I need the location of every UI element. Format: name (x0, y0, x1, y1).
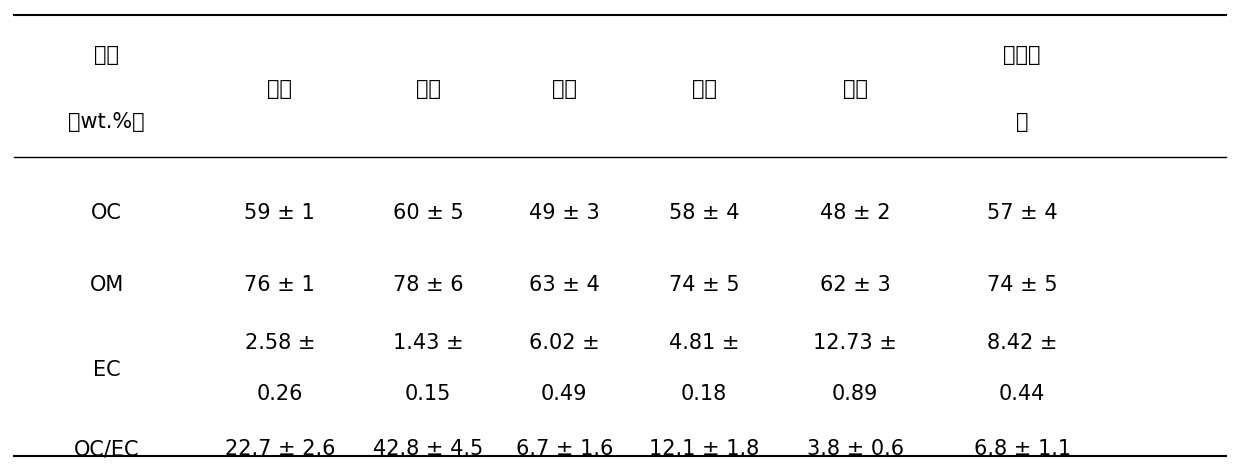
Text: 0.26: 0.26 (257, 384, 303, 403)
Text: 74 ± 5: 74 ± 5 (987, 275, 1058, 295)
Text: 74 ± 5: 74 ± 5 (668, 275, 739, 295)
Text: 小麦: 小麦 (415, 78, 440, 99)
Text: 种类: 种类 (94, 45, 119, 65)
Text: 大豆: 大豆 (692, 78, 717, 99)
Text: （wt.%）: （wt.%） (68, 112, 145, 132)
Text: 水稻: 水稻 (268, 78, 293, 99)
Text: 0.44: 0.44 (999, 384, 1045, 403)
Text: 62 ± 3: 62 ± 3 (820, 275, 890, 295)
Text: 0.49: 0.49 (541, 384, 588, 403)
Text: 58 ± 4: 58 ± 4 (668, 203, 739, 223)
Text: OC: OC (91, 203, 122, 223)
Text: 78 ± 6: 78 ± 6 (393, 275, 464, 295)
Text: 叶: 叶 (1016, 112, 1028, 132)
Text: 12.1 ± 1.8: 12.1 ± 1.8 (649, 439, 759, 460)
Text: OM: OM (89, 275, 124, 295)
Text: 63 ± 4: 63 ± 4 (529, 275, 600, 295)
Text: 玉米: 玉米 (552, 78, 577, 99)
Text: 59 ± 1: 59 ± 1 (244, 203, 315, 223)
Text: 6.7 ± 1.6: 6.7 ± 1.6 (516, 439, 613, 460)
Text: 4.81 ±: 4.81 ± (668, 333, 739, 353)
Text: 49 ± 3: 49 ± 3 (529, 203, 600, 223)
Text: 8.42 ±: 8.42 ± (987, 333, 1058, 353)
Text: 2.58 ±: 2.58 ± (244, 333, 315, 353)
Text: 0.18: 0.18 (681, 384, 727, 403)
Text: 48 ± 2: 48 ± 2 (820, 203, 890, 223)
Text: 桔桐落: 桔桐落 (1003, 45, 1040, 65)
Text: 6.02 ±: 6.02 ± (529, 333, 600, 353)
Text: 3.8 ± 0.6: 3.8 ± 0.6 (806, 439, 904, 460)
Text: 22.7 ± 2.6: 22.7 ± 2.6 (224, 439, 335, 460)
Text: 42.8 ± 4.5: 42.8 ± 4.5 (373, 439, 484, 460)
Text: 0.89: 0.89 (832, 384, 878, 403)
Text: 6.8 ± 1.1: 6.8 ± 1.1 (973, 439, 1070, 460)
Text: 12.73 ±: 12.73 ± (813, 333, 897, 353)
Text: 1.43 ±: 1.43 ± (393, 333, 464, 353)
Text: 60 ± 5: 60 ± 5 (393, 203, 464, 223)
Text: 76 ± 1: 76 ± 1 (244, 275, 315, 295)
Text: OC/EC: OC/EC (74, 439, 139, 460)
Text: 0.15: 0.15 (405, 384, 451, 403)
Text: EC: EC (93, 361, 120, 381)
Text: 57 ± 4: 57 ± 4 (987, 203, 1058, 223)
Text: 棉花: 棉花 (842, 78, 868, 99)
